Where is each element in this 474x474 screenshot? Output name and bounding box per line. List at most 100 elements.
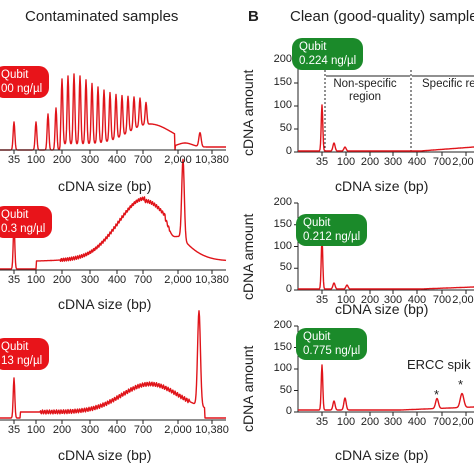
badge-label: Qubit [1,209,29,221]
x-tick-label-left-1-1: 100 [26,154,46,166]
qubit-badge-left-2: Qubit 0.3 ng/µl [0,206,53,238]
y-tick-label-right-1-2: 100 [273,99,292,111]
badge-label: Qubit [1,69,29,81]
y-tick-label-right-3-1: 50 [279,383,292,396]
y-axis-label-right-2: cDNA amount [240,213,256,300]
x-axis-label-right-3: cDNA size (bp) [335,447,429,463]
x-tick-label-right-3-2: 200 [360,416,380,428]
x-tick-label-right-3-1: 100 [336,416,356,428]
x-tick-label-right-3-4: 400 [407,416,427,428]
x-tick-label-left-3-4: 400 [107,424,127,436]
x-tick-label-right-3-6: 2,000 [452,416,474,428]
y-tick-label-right-3-4: 200 [273,319,292,331]
x-tick-label-left-1-6: 2,000 [164,154,192,166]
x-tick-label-right-1-6: 2,000 [452,156,474,168]
badge-value: 0.212 ng/µl [303,231,361,243]
y-axis-label-right-1: cDNA amount [240,69,256,156]
trace-contaminated-2 [0,158,227,270]
non-specific-region-label: Non-specific region [333,78,397,103]
trace-clean-2 [297,238,474,290]
x-axis-label-left-3: cDNA size (bp) [58,447,152,463]
x-tick-label-right-1-3: 300 [383,156,403,168]
x-tick-label-right-2-4: 400 [407,294,427,306]
x-tick-label-right-3-3: 300 [383,416,403,428]
ercc-star-2: * [458,377,464,392]
x-tick-label-right-2-0: 35 [315,294,329,306]
left-header: Contaminated samples [25,8,179,25]
y-tick-label-right-2-1: 50 [279,261,292,274]
y-tick-label-right-3-0: 0 [285,405,292,417]
x-tick-label-left-2-4: 400 [107,274,127,286]
x-tick-label-right-1-0: 35 [315,156,329,168]
y-tick-label-right-1-4: 200 [273,53,292,65]
x-axis-label-right-2: cDNA size (bp) [335,301,429,317]
x-tick-label-left-3-7: 10,380 [195,424,229,436]
qubit-badge-right-2: Qubit 0.212 ng/µl [296,214,368,246]
x-tick-label-left-1-2: 200 [52,154,72,166]
x-tick-label-right-2-2: 200 [360,294,380,306]
badge-label: Qubit [303,331,331,343]
x-tick-label-left-1-5: 700 [133,154,153,166]
specific-region-label: Specific re [422,78,474,90]
panel-letter-b: B [248,8,259,25]
badge-value: 0.775 ng/µl [303,345,361,357]
ercc-spike-label: ERCC spik [407,357,471,372]
x-tick-label-right-1-5: 700 [432,156,452,168]
y-tick-label-right-1-0: 0 [285,145,292,157]
x-axis-label-left-2: cDNA size (bp) [58,296,152,312]
qubit-badge-left-3: Qubit 13 ng/µl [0,338,50,370]
ercc-star-1: * [434,387,440,402]
x-tick-label-right-1-4: 400 [407,156,427,168]
x-axis-label-right-1: cDNA size (bp) [335,178,429,194]
y-tick-label-right-2-3: 150 [273,217,292,230]
x-tick-label-left-3-2: 200 [52,424,72,436]
y-tick-label-right-2-4: 200 [273,196,292,208]
y-tick-label-right-2-0: 0 [285,283,292,295]
y-tick-label-right-3-3: 150 [273,340,292,353]
x-tick-label-left-3-1: 100 [26,424,46,436]
trace-contaminated-1 [0,73,227,151]
badge-value: 0.3 ng/µl [1,223,46,235]
y-axis-label-right-3: cDNA amount [240,345,256,432]
qubit-badge-right-1: Qubit 0.224 ng/µl [292,38,364,70]
x-tick-label-right-2-5: 700 [432,294,452,306]
badge-value: 0.224 ng/µl [299,55,357,67]
x-tick-label-right-2-6: 2,000 [452,294,474,306]
y-tick-label-right-1-3: 150 [273,76,292,88]
badge-value: 00 ng/µl [1,83,43,95]
x-tick-label-left-2-0: 35 [7,274,21,286]
x-tick-label-left-2-6: 2,000 [164,274,192,286]
qubit-badge-right-3: Qubit 0.775 ng/µl [296,328,368,360]
x-tick-label-left-1-7: 10,380 [195,154,229,166]
x-tick-label-right-1-2: 200 [360,156,380,168]
y-tick-label-right-2-2: 100 [273,239,292,252]
qubit-badge-left-1: Qubit 00 ng/µl [0,66,50,98]
x-tick-label-left-3-3: 300 [80,424,100,436]
x-tick-label-left-2-2: 200 [52,274,72,286]
y-tick-label-right-3-2: 100 [273,362,292,374]
badge-value: 13 ng/µl [1,355,43,367]
badge-label: Qubit [1,341,29,353]
x-tick-label-left-1-4: 400 [107,154,127,166]
x-tick-label-left-2-7: 10,380 [195,274,229,286]
x-tick-label-right-2-3: 300 [383,294,403,306]
x-tick-label-right-1-1: 100 [336,156,356,168]
x-tick-label-right-2-1: 100 [336,294,356,306]
x-tick-label-left-3-5: 700 [133,424,153,436]
right-header: Clean (good-quality) samples [290,8,474,25]
badge-label: Qubit [303,217,331,229]
trace-contaminated-3 [0,310,227,419]
x-tick-label-left-2-1: 100 [26,274,46,286]
badge-label: Qubit [299,41,327,53]
x-tick-label-right-3-5: 700 [432,416,452,428]
trace-clean-3 [297,364,474,411]
x-tick-label-left-2-5: 700 [133,274,153,286]
y-tick-label-right-1-1: 50 [279,122,292,134]
x-tick-label-left-3-0: 35 [7,424,21,436]
x-tick-label-left-1-0: 35 [7,154,21,166]
x-tick-label-left-2-3: 300 [80,274,100,286]
trace-clean-1 [297,104,474,152]
x-tick-label-right-3-0: 35 [315,416,329,428]
